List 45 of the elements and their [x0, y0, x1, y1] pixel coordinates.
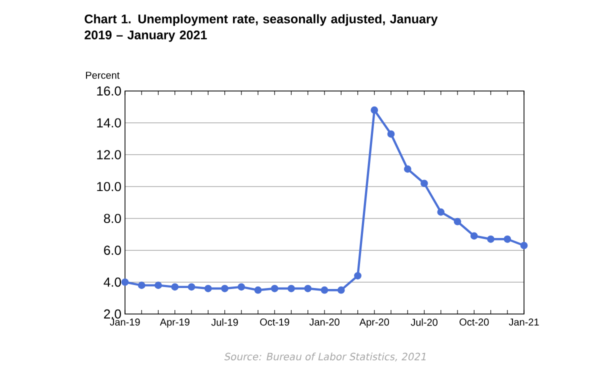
y-tick-label: 16.0: [97, 86, 121, 96]
y-tick-label: 10.0: [97, 182, 121, 192]
point: [404, 165, 412, 173]
point: [320, 286, 328, 294]
x-tick-label: Jan-20: [309, 318, 340, 326]
point: [370, 106, 378, 114]
point: [288, 284, 295, 292]
point: [520, 242, 528, 250]
y-tick-label: 8.0: [104, 214, 121, 224]
point: [420, 180, 428, 188]
x-tick-label: Jan-19: [110, 318, 140, 326]
y-axis-title: Percent: [86, 72, 120, 79]
x-tick-label: Oct-19: [260, 318, 290, 326]
point: [387, 130, 395, 138]
point: [454, 218, 462, 226]
point: [504, 235, 512, 243]
source-note: Source: Bureau of Labor Statistics, 2021: [224, 352, 426, 362]
point: [437, 208, 445, 216]
point: [171, 283, 179, 291]
point: [204, 284, 212, 292]
point: [270, 284, 278, 292]
point: [254, 286, 262, 294]
point: [304, 284, 312, 292]
point: [138, 282, 146, 290]
point: [354, 272, 362, 280]
point: [121, 278, 129, 286]
point: [470, 232, 478, 240]
x-tick-label: Jul-19: [211, 318, 238, 326]
x-tick-label: Apr-20: [359, 318, 389, 328]
x-tick-label: Apr-19: [160, 318, 190, 328]
chart-title: Chart 1. Unemployment rate, seasonally adjusted, January 2019 – January 2021: [84, 14, 438, 42]
point: [221, 284, 228, 292]
y-tick-label: 6.0: [104, 246, 121, 255]
y-tick-label: 2.0: [104, 309, 121, 319]
point: [487, 235, 494, 243]
x-tick-label: Jul-20: [410, 318, 438, 326]
y-tick-label: 12.0: [97, 150, 121, 160]
x-tick-label: Jan-21: [508, 318, 539, 326]
point: [188, 283, 196, 291]
point: [238, 283, 246, 291]
point: [337, 286, 345, 294]
point: [154, 282, 162, 290]
x-tick-label: Oct-20: [460, 318, 489, 326]
y-tick-label: 14.0: [97, 118, 121, 128]
y-tick-label: 4.0: [104, 278, 121, 287]
